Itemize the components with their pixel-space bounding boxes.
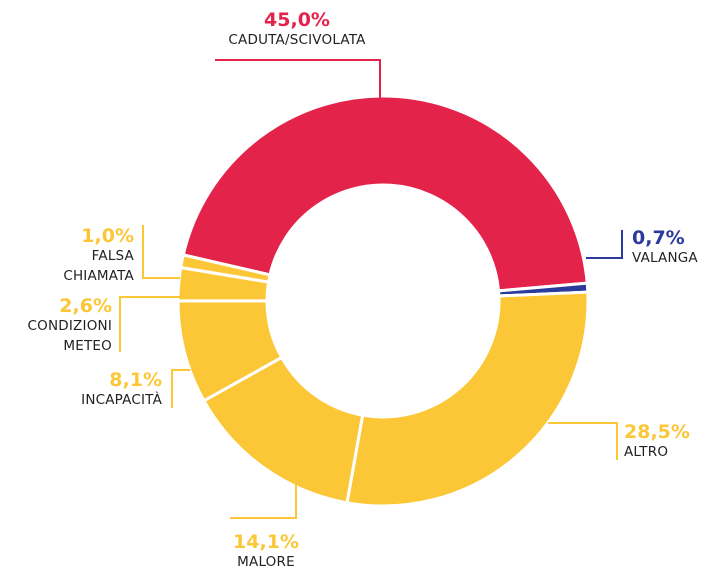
donut-slice: [181, 94, 589, 293]
slice-label: 8,1% INCAPACITÀ: [22, 370, 162, 410]
category-label: MALORE: [237, 554, 295, 568]
category-label: CONDIZIONI METEO: [27, 318, 112, 354]
slice-label: 0,7% VALANGA: [632, 228, 715, 268]
leader-line: [548, 422, 618, 460]
leader-line: [586, 230, 623, 259]
percent-label: 0,7%: [632, 227, 685, 249]
percent-label: 28,5%: [624, 421, 690, 443]
category-label: VALANGA: [632, 250, 698, 266]
slice-label: 14,1% MALORE: [216, 532, 316, 568]
leader-line: [230, 480, 297, 519]
percent-label: 14,1%: [233, 531, 299, 553]
donut-slice: [179, 253, 272, 284]
leader-line: [142, 225, 180, 279]
category-label: FALSA CHIAMATA: [63, 248, 134, 284]
slice-label: 28,5% ALTRO: [624, 422, 714, 462]
percent-label: 2,6%: [59, 295, 112, 317]
percent-label: 8,1%: [109, 369, 162, 391]
leader-line: [119, 296, 180, 352]
leader-line: [215, 59, 381, 100]
category-label: ALTRO: [624, 444, 669, 460]
leader-line: [171, 369, 190, 408]
percent-label: 1,0%: [81, 225, 134, 247]
slice-label: 2,6% CONDIZIONI METEO: [2, 296, 112, 356]
category-label: CADUTA/SCIVOLATA: [228, 32, 366, 48]
category-label: INCAPACITÀ: [81, 392, 162, 408]
slice-label: 45,0% CADUTA/SCIVOLATA: [197, 10, 397, 50]
donut-slice: [345, 290, 590, 508]
slice-label: 1,0% FALSA CHIAMATA: [42, 226, 134, 286]
percent-label: 45,0%: [264, 9, 330, 31]
